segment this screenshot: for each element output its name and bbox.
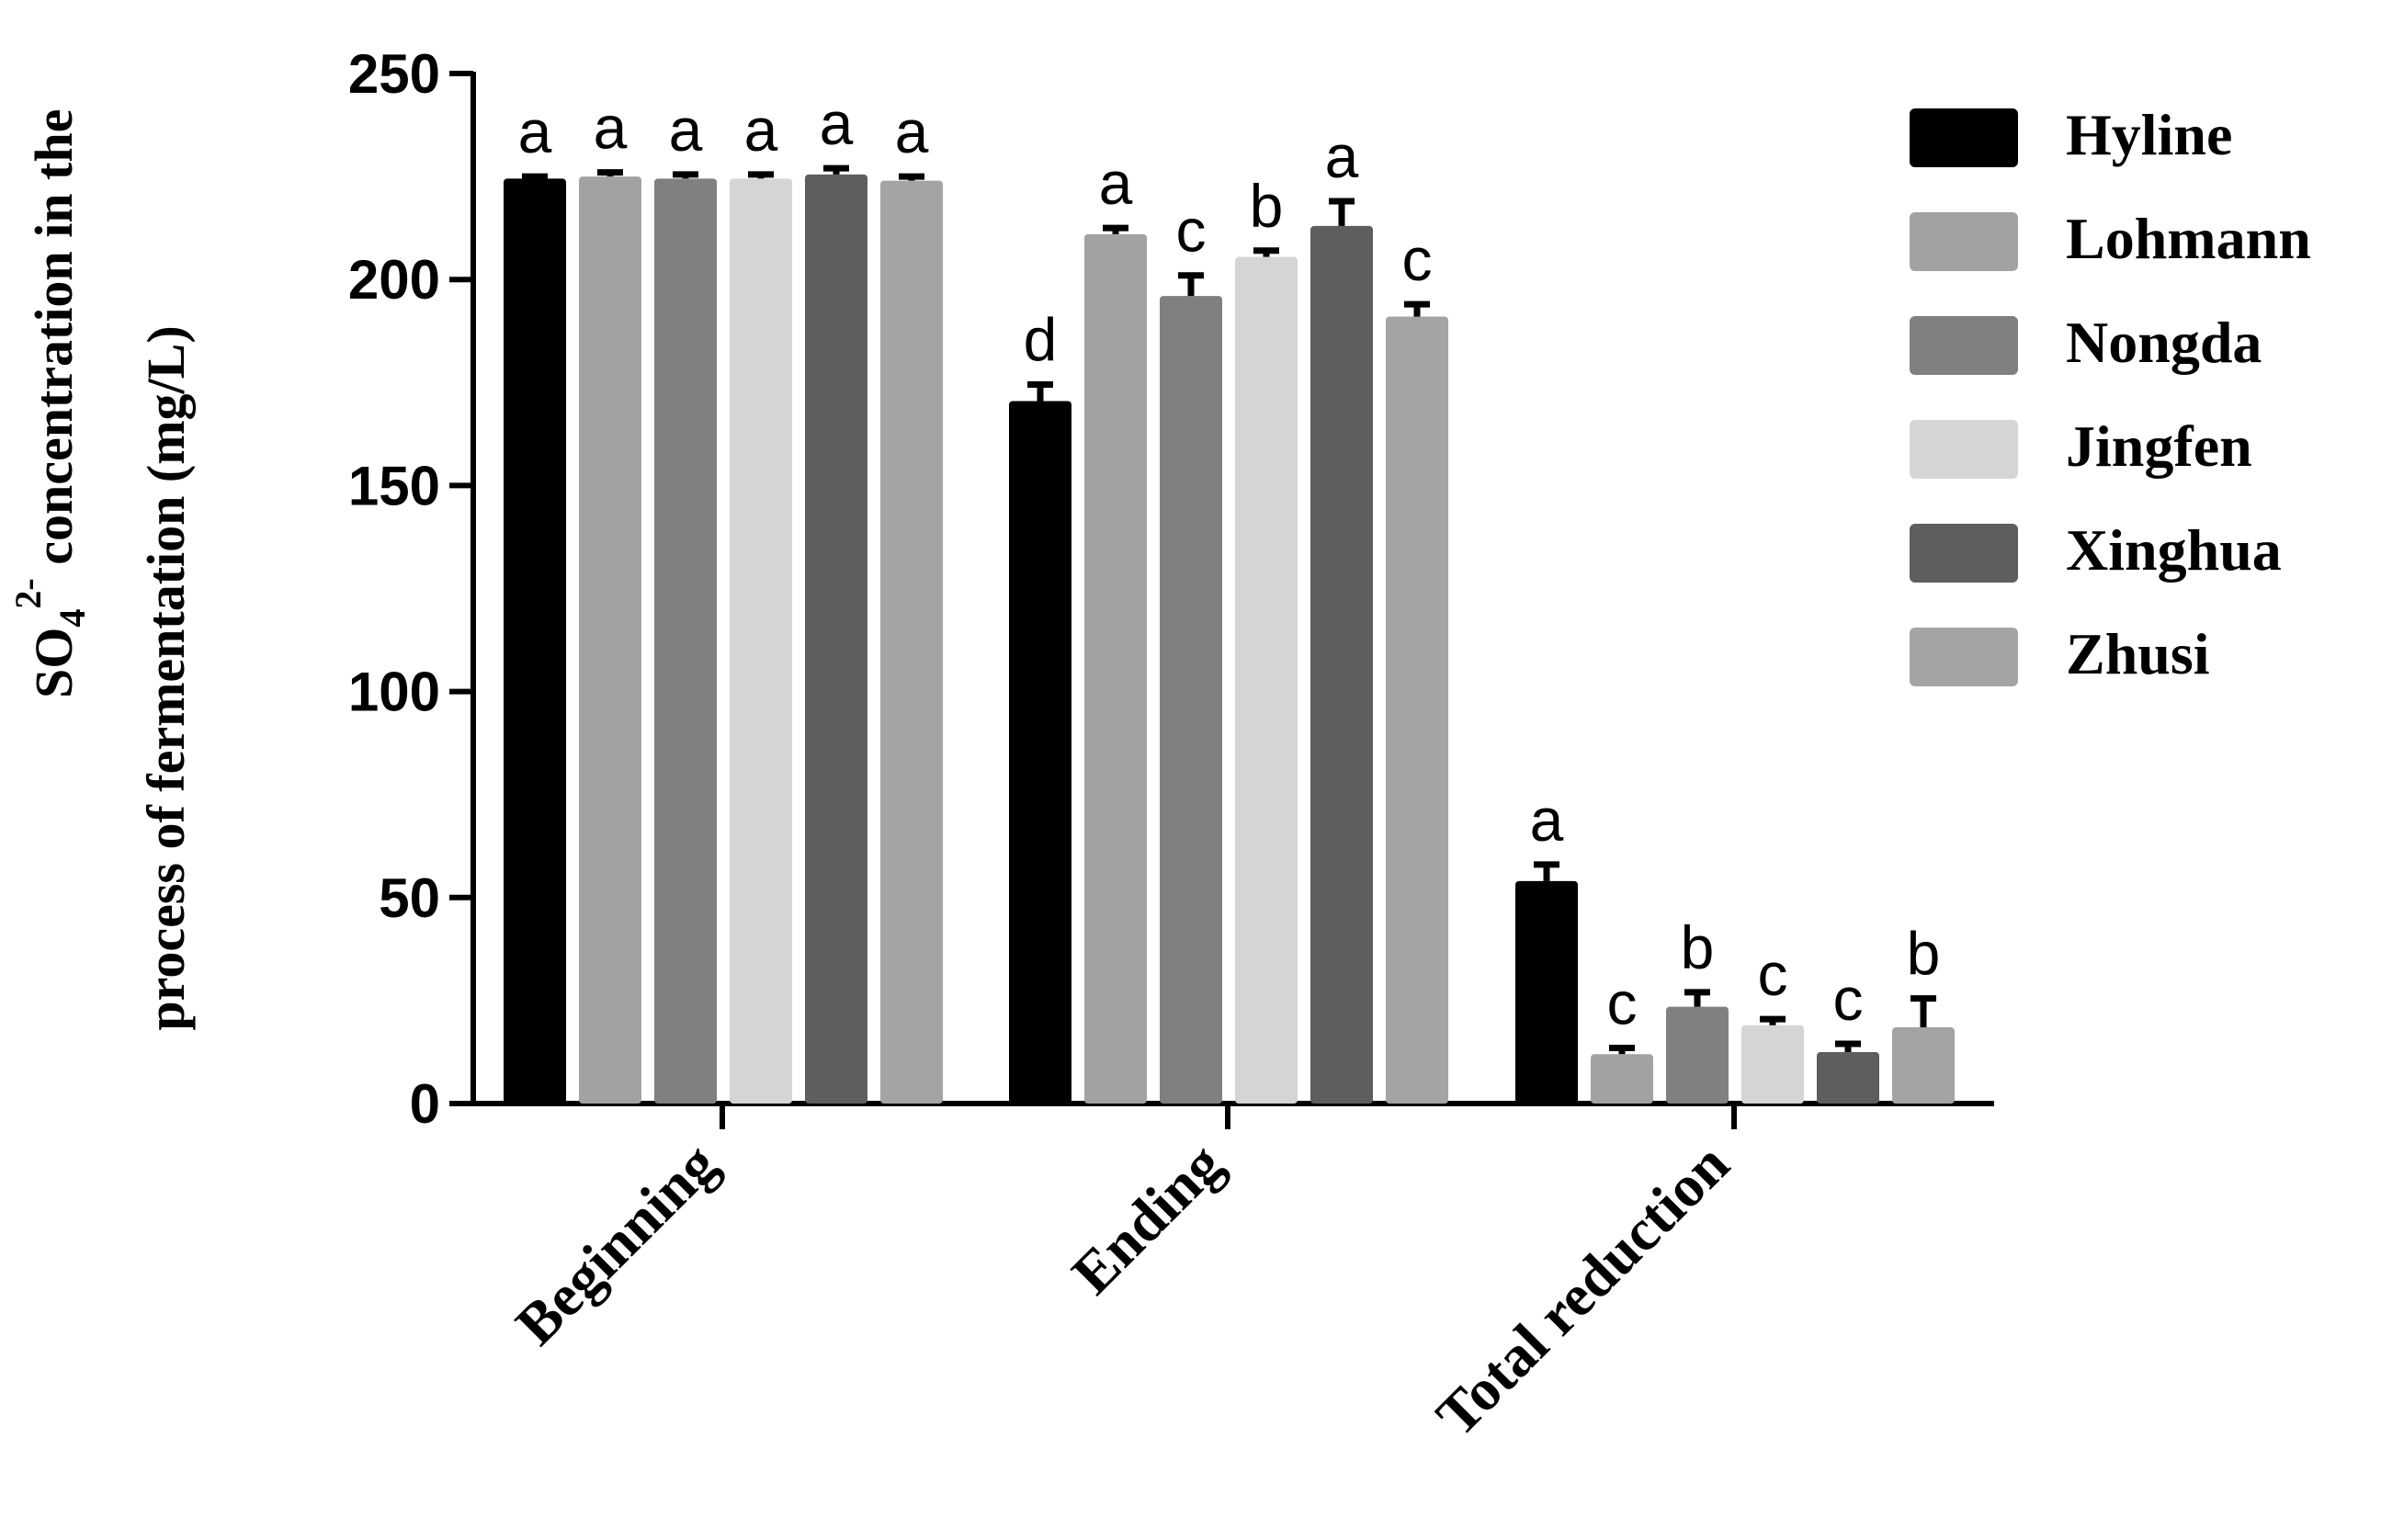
bar	[1817, 1051, 1879, 1104]
y-axis-title-line2: process of fermentation (mg/L)	[136, 325, 196, 1030]
legend-swatch	[1910, 420, 2018, 479]
significance-letter: a	[1325, 122, 1359, 190]
legend-label: Nongda	[2066, 310, 2262, 375]
error-bars	[522, 164, 1936, 1055]
bar	[504, 178, 566, 1104]
significance-letter: c	[1402, 225, 1433, 293]
bars	[504, 174, 1955, 1104]
x-axis	[471, 1101, 1994, 1129]
y-axis-title-line1: SO42- concentration in the	[7, 109, 93, 698]
y-axis: 0 50 100 150 200 250	[348, 43, 476, 1135]
bar	[1741, 1025, 1804, 1104]
y-tick-label: 100	[348, 662, 440, 723]
significance-letter: a	[594, 94, 628, 162]
bar	[654, 178, 717, 1104]
significance-letter: c	[1833, 965, 1864, 1033]
significance-letter: c	[1607, 968, 1638, 1036]
legend-label: Lohmann	[2066, 206, 2311, 271]
bar	[1892, 1027, 1955, 1104]
category-label: Beginning	[504, 1131, 730, 1357]
legend-swatch	[1910, 628, 2018, 686]
legend-swatch	[1910, 524, 2018, 583]
legend-label: Xinghua	[2066, 517, 2282, 583]
legend-label: Zhusi	[2066, 621, 2210, 686]
category-label: Ending	[1060, 1131, 1235, 1307]
legend-swatch	[1910, 108, 2018, 167]
legend-label: Jingfen	[2066, 413, 2252, 479]
significance-letter: a	[518, 97, 552, 165]
bar	[1084, 233, 1147, 1104]
bar	[1515, 880, 1578, 1104]
significance-letter: b	[1250, 172, 1284, 240]
category-labels: Beginning Ending Total reduction	[504, 1131, 1741, 1449]
y-tick-label: 200	[348, 249, 440, 311]
significance-letter: a	[1530, 786, 1564, 854]
category-label: Total reduction	[1423, 1131, 1741, 1449]
significance-letter: d	[1024, 306, 1058, 374]
y-tick-label: 0	[410, 1073, 440, 1135]
legend-swatch	[1910, 316, 2018, 375]
bar	[1160, 296, 1222, 1104]
significance-letter: a	[669, 96, 703, 164]
bar	[1009, 401, 1071, 1104]
significance-letter: a	[1099, 149, 1133, 217]
bar	[1386, 316, 1448, 1104]
y-axis-title: SO42- concentration in the process of fe…	[7, 109, 196, 1031]
bar	[1310, 225, 1373, 1104]
significance-letter: a	[820, 89, 854, 157]
y-tick-label: 50	[379, 867, 440, 929]
significance-letter: a	[895, 97, 929, 165]
y-tick-label: 150	[348, 455, 440, 516]
significance-letter: c	[1176, 197, 1207, 265]
bar	[579, 176, 641, 1104]
y-tick-label: 250	[348, 43, 440, 105]
bar	[805, 174, 867, 1104]
significance-letter: b	[1681, 913, 1715, 981]
legend-swatch	[1910, 212, 2018, 271]
significance-letter: b	[1907, 920, 1941, 988]
bar	[730, 178, 792, 1104]
significance-letter: a	[744, 96, 778, 164]
legend: Hyline Lohmann Nongda Jingfen Xinghua Zhusi	[1910, 102, 2311, 686]
bar	[1591, 1054, 1653, 1104]
significance-letter: c	[1758, 940, 1788, 1008]
legend-label: Hyline	[2066, 102, 2232, 167]
bar	[1235, 256, 1298, 1104]
bar	[880, 180, 943, 1104]
bar	[1666, 1006, 1729, 1104]
